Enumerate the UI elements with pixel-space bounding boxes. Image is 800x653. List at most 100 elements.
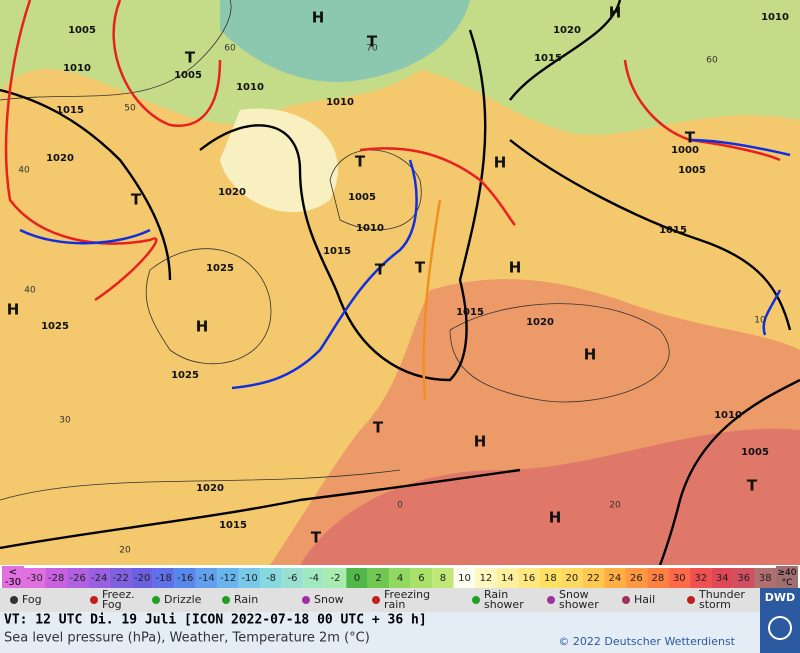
isobar-label: 1010	[326, 97, 354, 108]
warm-front	[4, 0, 158, 302]
valid-time: VT: 12 UTC Di. 19 Juli [ICON 2022-07-18 …	[4, 613, 427, 628]
isobar-label: 1010	[714, 410, 742, 421]
colorbar-tick-label: 20	[566, 573, 579, 584]
legend-label: Rain shower	[484, 588, 524, 611]
colorbar-high	[776, 566, 798, 588]
colorbar-cell	[45, 568, 67, 588]
isotherm-label: 30	[59, 416, 71, 426]
cold-front	[689, 138, 791, 157]
colorbar-cell	[475, 568, 497, 588]
pressure-center: T	[685, 129, 696, 147]
warm-front	[359, 147, 516, 226]
legend-label: Freezing rain	[384, 588, 430, 611]
colorbar-tick-label: 4	[397, 573, 403, 584]
colorbar-tick-label: -10	[241, 573, 257, 584]
isobar-label: 1020	[553, 25, 581, 36]
colorbar-cell	[668, 568, 691, 588]
pressure-center: T	[375, 261, 386, 279]
colorbar-tick-label: -24	[91, 573, 107, 584]
colorbar-tick-label: 0	[354, 573, 360, 584]
legend-label: Fog	[22, 593, 42, 606]
hot-area	[300, 428, 800, 565]
colorbar-cell	[604, 568, 626, 588]
colorbar-tick-label: 6	[418, 573, 424, 584]
colorbar-cell	[432, 568, 454, 588]
legend-symbol	[90, 596, 98, 604]
isobar-label: 1015	[456, 307, 484, 318]
isobar-label: 1020	[218, 187, 246, 198]
colorbar-tick-label: -4	[309, 573, 319, 584]
legend-label: Hail	[634, 593, 655, 606]
isobar-label: 1015	[534, 53, 562, 64]
copyright: © 2022 Deutscher Wetterdienst	[558, 635, 735, 648]
colorbar-tick-label: 2	[375, 573, 381, 584]
fronts	[4, 0, 791, 401]
isobar-label: 1025	[206, 263, 234, 274]
isotherm-label: 20	[609, 501, 621, 511]
colorbar-tick-label: -22	[113, 573, 129, 584]
logo-text: DWD	[765, 591, 795, 604]
colorbar-cell	[690, 568, 712, 588]
colorbar-cell	[733, 568, 755, 588]
footer-band	[0, 612, 760, 653]
isobar-label: 1005	[741, 447, 769, 458]
colorbar-tick-label: 24	[608, 573, 621, 584]
colorbar-cell	[496, 568, 519, 588]
isobar-label: 1020	[46, 153, 74, 164]
pressure-center: H	[509, 259, 522, 277]
isotherm-label: 60	[706, 56, 718, 66]
pressure-center: H	[549, 509, 562, 527]
colorbar-tick-label: -8	[266, 573, 276, 584]
colorbar-cell	[389, 568, 411, 588]
legend-symbol	[547, 596, 555, 604]
isobar-label: 1025	[41, 321, 69, 332]
dwd-logo	[760, 588, 800, 653]
colorbar-cell	[24, 568, 46, 588]
colorbar-cell	[561, 568, 583, 588]
colorbar-tick-label: -28	[48, 573, 64, 584]
legend-symbol	[222, 596, 230, 604]
legend-label: Thunder storm	[698, 588, 745, 611]
pressure-center: H	[196, 318, 209, 336]
colorbar-cell	[195, 568, 218, 588]
legend-symbol	[372, 596, 380, 604]
colorbar-high-label: ≥40 °C	[778, 568, 797, 588]
colorbar-cell	[539, 568, 562, 588]
legend-label: Rain	[234, 593, 258, 606]
colorbar-cell	[131, 568, 153, 588]
colorbar-cell	[647, 568, 669, 588]
legend-label: Freez. Fog	[102, 588, 135, 611]
colorbar-cell	[711, 568, 734, 588]
pressure-center: T	[185, 49, 196, 67]
isotherm-label: 10	[754, 316, 766, 326]
isobar-label: 1005	[348, 192, 376, 203]
isotherm-label: 40	[24, 286, 36, 296]
isotherm-label: 40	[18, 166, 30, 176]
colorbar-tick-label: 14	[501, 573, 514, 584]
isobars	[0, 0, 670, 501]
colorbar-tick-label: -14	[198, 573, 214, 584]
pressure-center: H	[609, 4, 622, 22]
colorbar-cell	[346, 568, 368, 588]
legend-symbol	[687, 596, 695, 604]
colorbar-cell	[410, 568, 433, 588]
colorbar-tick-label: 8	[440, 573, 446, 584]
pressure-center: H	[312, 9, 325, 27]
pressure-center: H	[494, 154, 507, 172]
pressure-center: T	[355, 153, 366, 171]
isobar-label: 1020	[196, 483, 224, 494]
cold-front	[762, 289, 782, 336]
colorbar-tick-label: -30	[27, 573, 43, 584]
colorbar-tick-label: 36	[737, 573, 750, 584]
colorbar-tick-label: 10	[458, 573, 471, 584]
isobar-label: 1005	[678, 165, 706, 176]
pressure-center: T	[311, 529, 322, 547]
colorbar-low	[2, 566, 24, 588]
isobar-label: 1015	[219, 520, 247, 531]
isotherm-label: 20	[119, 546, 131, 556]
colorbar-cell	[625, 568, 648, 588]
map	[0, 0, 800, 566]
colorbar-cell	[754, 568, 776, 588]
isobar-label: 1015	[323, 246, 351, 257]
colorbar-cell	[88, 568, 110, 588]
